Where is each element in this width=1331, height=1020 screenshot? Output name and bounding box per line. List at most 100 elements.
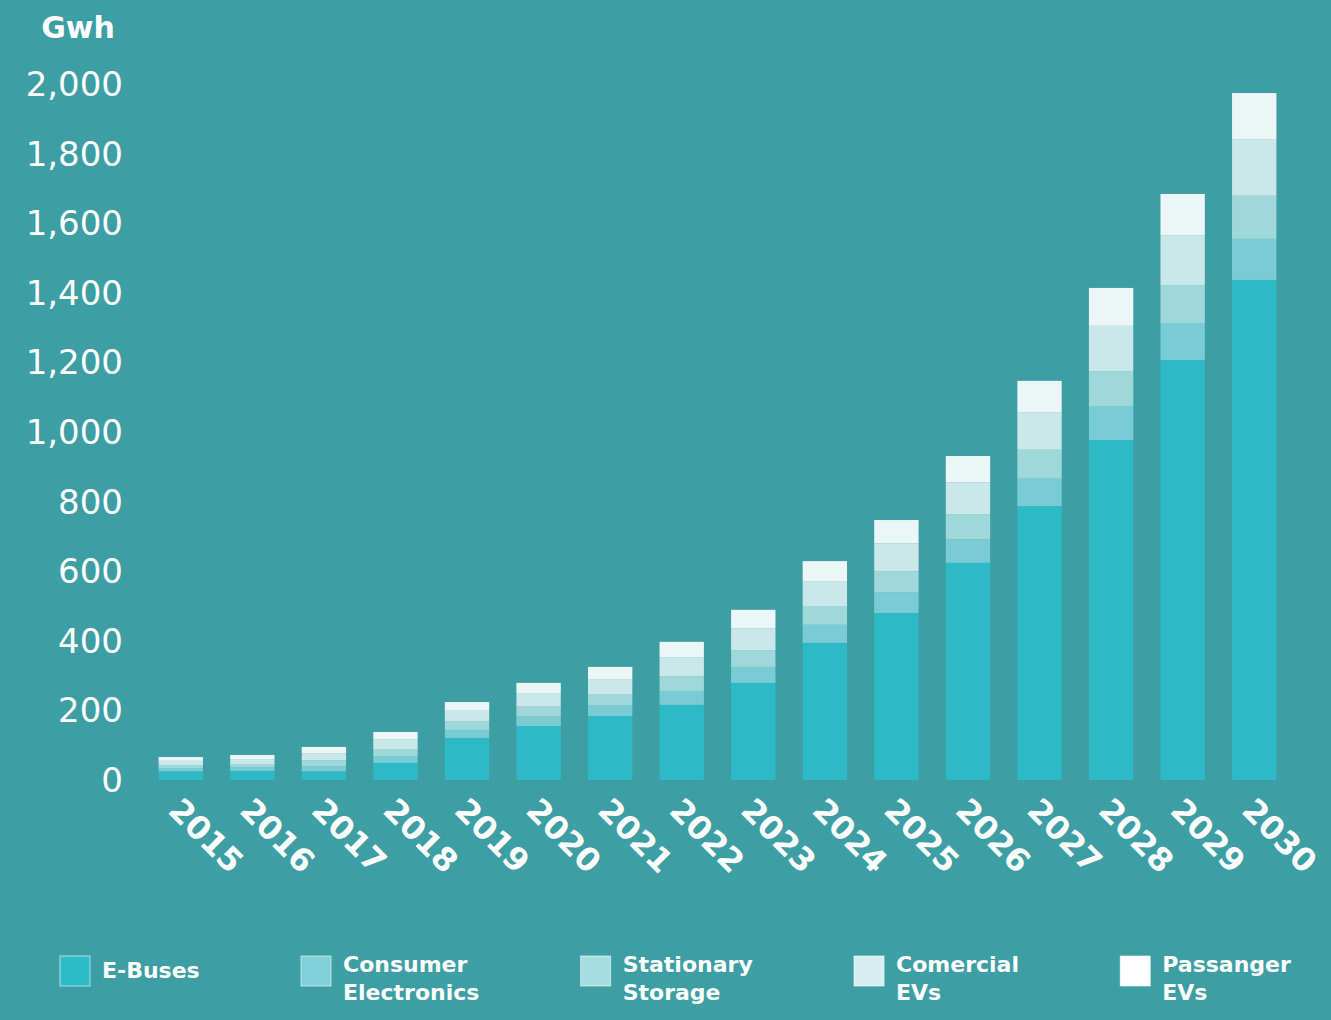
y-tick <box>127 432 133 433</box>
bar-segment <box>159 768 203 771</box>
background <box>0 0 1331 1020</box>
bar-segment <box>445 711 489 722</box>
legend-item: ComercialEVs <box>854 952 1019 1005</box>
x-tick-label: 2019 <box>447 791 537 881</box>
bar-segment <box>1017 506 1061 780</box>
y-axis-title: Gwh <box>41 10 115 45</box>
y-tick <box>127 153 133 154</box>
x-tick-label: 2022 <box>662 791 752 881</box>
y-tick-label: 0 <box>101 760 123 800</box>
y-tick <box>127 292 133 293</box>
y-tick <box>127 362 133 363</box>
bar-segment <box>516 726 560 780</box>
bar-segment <box>230 771 274 780</box>
y-tick-label: 800 <box>58 482 123 522</box>
bar-segment <box>588 705 632 716</box>
bar-segment <box>803 625 847 643</box>
bar-segment <box>445 730 489 738</box>
bar-segment <box>1017 450 1061 479</box>
legend-label: StationaryStorage <box>623 952 753 1005</box>
bar-segment <box>731 667 775 683</box>
y-tick-label: 600 <box>58 551 123 591</box>
y-tick-label: 2,000 <box>26 64 123 104</box>
bar-segment <box>445 722 489 730</box>
bar-segment <box>159 771 203 780</box>
bar-segment <box>946 514 990 539</box>
bar-segment <box>588 716 632 780</box>
bar-segment <box>660 642 704 658</box>
bar-segment <box>874 613 918 780</box>
bar-segment <box>874 571 918 592</box>
bar-segment <box>946 482 990 514</box>
bar-segment <box>373 763 417 780</box>
bar-segment <box>803 643 847 780</box>
bar-segment <box>731 628 775 650</box>
bar-segment <box>230 755 274 759</box>
y-tick <box>127 501 133 502</box>
bar-segment <box>230 767 274 770</box>
bar-segment <box>660 691 704 705</box>
bar-segment <box>373 740 417 749</box>
y-tick <box>127 640 133 641</box>
bar-segment <box>1017 381 1061 412</box>
bar-segment <box>445 702 489 711</box>
bar-segment <box>588 694 632 705</box>
bar-segment <box>946 539 990 563</box>
bar-segment <box>230 759 274 764</box>
x-tick-label: 2021 <box>590 791 680 881</box>
bar-segment <box>1160 235 1204 285</box>
bar-segment <box>874 520 918 543</box>
bar-segment <box>159 765 203 768</box>
bar-segment <box>803 582 847 606</box>
bar-segment <box>1232 196 1276 239</box>
x-tick-label: 2025 <box>877 791 967 881</box>
legend-label: PassangerEVs <box>1162 952 1291 1005</box>
legend-swatch <box>301 956 331 986</box>
bar-segment <box>1232 280 1276 780</box>
y-tick <box>127 223 133 224</box>
legend-swatch <box>581 956 611 986</box>
bar-segment <box>302 761 346 767</box>
bar-segment <box>803 561 847 582</box>
bar-segment <box>660 676 704 691</box>
bar-segment <box>1089 440 1133 780</box>
bar-segment <box>302 753 346 760</box>
bar-segment <box>373 749 417 756</box>
y-tick <box>127 780 133 781</box>
legend-label: ComercialEVs <box>896 952 1019 1005</box>
x-tick-label: 2017 <box>304 791 394 881</box>
bar-segment <box>302 747 346 753</box>
x-tick-label: 2018 <box>376 791 466 881</box>
bar-segment <box>516 707 560 717</box>
y-tick-label: 1,600 <box>26 203 123 243</box>
bar-segment <box>946 456 990 482</box>
bar-segment <box>1232 93 1276 140</box>
legend-swatch <box>1120 956 1150 986</box>
legend-swatch <box>60 956 90 986</box>
bar-segment <box>159 757 203 761</box>
bar-segment <box>731 650 775 667</box>
bar-segment <box>1232 239 1276 280</box>
y-tick-label: 1,800 <box>26 134 123 174</box>
legend: E-BusesConsumerElectronicsStationaryStor… <box>60 952 1291 1005</box>
y-tick-label: 200 <box>58 690 123 730</box>
bar-segment <box>1160 323 1204 360</box>
x-tick-label: 2016 <box>233 791 323 881</box>
bar-segment <box>874 592 918 613</box>
legend-label: ConsumerElectronics <box>343 952 479 1005</box>
bar-segment <box>373 756 417 763</box>
bar-segment <box>1089 288 1133 326</box>
x-tick-label: 2024 <box>805 791 895 881</box>
bar-segment <box>660 705 704 780</box>
bar-segment <box>1089 326 1133 372</box>
y-tick <box>127 710 133 711</box>
x-tick-label: 2027 <box>1020 791 1110 881</box>
bar-segment <box>373 732 417 740</box>
bar-segment <box>159 761 203 765</box>
bar-segment <box>1089 407 1133 440</box>
legend-item: ConsumerElectronics <box>301 952 479 1005</box>
bar-segment <box>1232 140 1276 196</box>
bar-segment <box>516 694 560 707</box>
x-tick-label: 2028 <box>1091 791 1181 881</box>
bar-segment <box>588 679 632 694</box>
